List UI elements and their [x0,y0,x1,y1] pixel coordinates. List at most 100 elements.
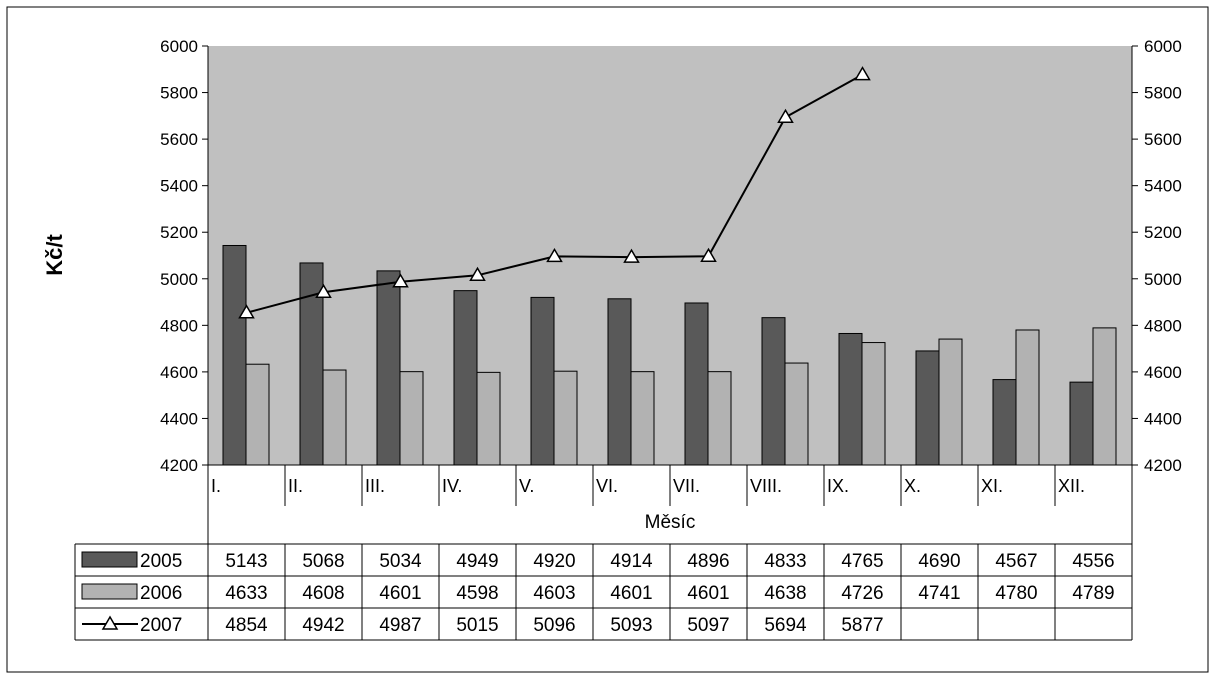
y-tick-label-left: 5800 [160,84,198,103]
data-label-2007-VIII.: 5694 [764,615,807,636]
y-tick-label-right: 4800 [1144,316,1182,335]
line-layer [238,66,871,319]
y-tick-label-left: 5600 [160,130,198,149]
data-label-2005-III.: 5034 [379,551,422,572]
data-label-2005-II.: 5068 [302,551,344,572]
bar-2005-I. [222,244,247,466]
data-label-2005-VI.: 4914 [610,551,653,572]
bar-2006-VIII. [784,362,809,466]
marker-2007-4 [546,247,563,263]
category-label: X. [904,476,921,496]
category-label: III. [365,476,385,496]
data-label-2005-V.: 4920 [533,551,575,572]
bar-2006-III. [399,371,424,466]
bar-2005-VI. [607,298,632,466]
data-label-2006-XII.: 4789 [1072,583,1114,604]
data-label-2005-IX.: 4765 [841,551,883,572]
bar-2005-VII. [684,302,709,466]
data-label-2005-X.: 4690 [918,551,960,572]
y-axis-label: Kč/t [42,234,67,276]
bar-2006-V. [553,370,578,466]
y-tick-label-left: 4200 [160,456,198,475]
legend-marker-2007 [101,615,119,630]
bar-2005-X. [915,350,940,466]
marker-2007-1 [315,283,332,299]
plot-area [208,46,1132,465]
data-label-2006-VIII.: 4638 [764,583,806,604]
x-axis-label: Měsíc [645,512,696,533]
category-label: VI. [596,476,618,496]
data-label-2005-VII.: 4896 [687,551,729,572]
bar-2006-I. [245,363,270,466]
y-tick-label-right: 5400 [1144,177,1182,196]
y-tick-label-left: 5200 [160,223,198,242]
marker-2007-6 [700,247,717,262]
bar-2006-VII. [707,371,732,466]
y-tick-label-left: 5400 [160,177,198,196]
data-label-2006-V.: 4603 [533,583,575,604]
category-label: I. [211,476,221,496]
marker-2007-2 [392,273,409,288]
y-tick-label-right: 4400 [1144,409,1182,428]
bar-2005-V. [530,296,555,466]
data-label-2007-V.: 5096 [533,615,575,636]
data-label-2006-III.: 4601 [379,583,421,604]
legend-label-2007: 2007 [140,615,182,636]
data-label-2006-II.: 4608 [302,583,344,604]
y-tick-label-right: 4600 [1144,363,1182,382]
legend-key-2006 [81,583,138,600]
bar-2006-VI. [630,371,655,466]
bar-2006-II. [322,369,347,466]
y-tick-label-left: 5000 [160,270,198,289]
data-label-2005-VIII.: 4833 [764,551,806,572]
marker-2007-3 [469,266,486,282]
data-label-2005-IV.: 4949 [456,551,498,572]
bar-2005-IV. [453,290,478,466]
marker-2007-5 [623,248,640,263]
marker-2007-0 [238,304,255,319]
data-label-2006-IX.: 4726 [841,583,883,604]
bar-2005-VIII. [761,317,786,466]
data-label-2006-X.: 4741 [918,583,960,604]
category-label: IV. [442,476,462,496]
category-label: V. [519,476,534,496]
y-tick-label-left: 4400 [160,409,198,428]
axes-layer: 4200 4400 4600 4800 5000 5200 5400 5600 5800 6000… [160,37,1182,475]
data-label-2006-VI.: 4601 [610,583,652,604]
y-tick-label-left: 6000 [160,37,198,56]
legend-key-2005 [81,551,138,568]
y-tick-label-right: 6000 [1144,37,1182,56]
data-label-2006-XI.: 4780 [995,583,1037,604]
marker-2007-8 [854,66,871,81]
bar-2005-XII. [1069,381,1094,466]
category-label: II. [288,476,303,496]
category-label: VII. [673,476,700,496]
data-label-2005-I.: 5143 [225,551,267,572]
y-tick-label-right: 5000 [1144,270,1182,289]
data-label-2007-I.: 4854 [225,615,268,636]
y-tick-label-left: 4800 [160,316,198,335]
data-label-2005-XII.: 4556 [1072,551,1114,572]
data-label-2006-VII.: 4601 [687,583,729,604]
data-label-2007-IX.: 5877 [841,615,883,636]
y-tick-label-right: 5200 [1144,223,1182,242]
bars-layer [222,244,1117,466]
y-tick-label-right: 5600 [1144,130,1182,149]
data-label-2006-IV.: 4598 [456,583,498,604]
legend-label-2006: 2006 [140,583,182,604]
data-label-2006-I.: 4633 [225,583,267,604]
bar-2006-IV. [476,371,501,466]
bar-2006-XI. [1015,329,1040,466]
bar-2006-X. [938,338,963,466]
bar-2005-IX. [838,332,863,466]
y-tick-label-right: 4200 [1144,456,1182,475]
data-table: I. II. III. IV. V. VI. VII. VIII. IX. X. XI. XII. 20… [74,464,1133,641]
category-label: IX. [827,476,849,496]
y-tick-label-right: 5800 [1144,84,1182,103]
marker-2007-7 [777,108,794,123]
data-label-2007-VI.: 5093 [610,615,652,636]
legend-label-2005: 2005 [140,551,182,572]
bar-2005-III. [376,270,401,466]
bar-2006-IX. [861,342,886,466]
